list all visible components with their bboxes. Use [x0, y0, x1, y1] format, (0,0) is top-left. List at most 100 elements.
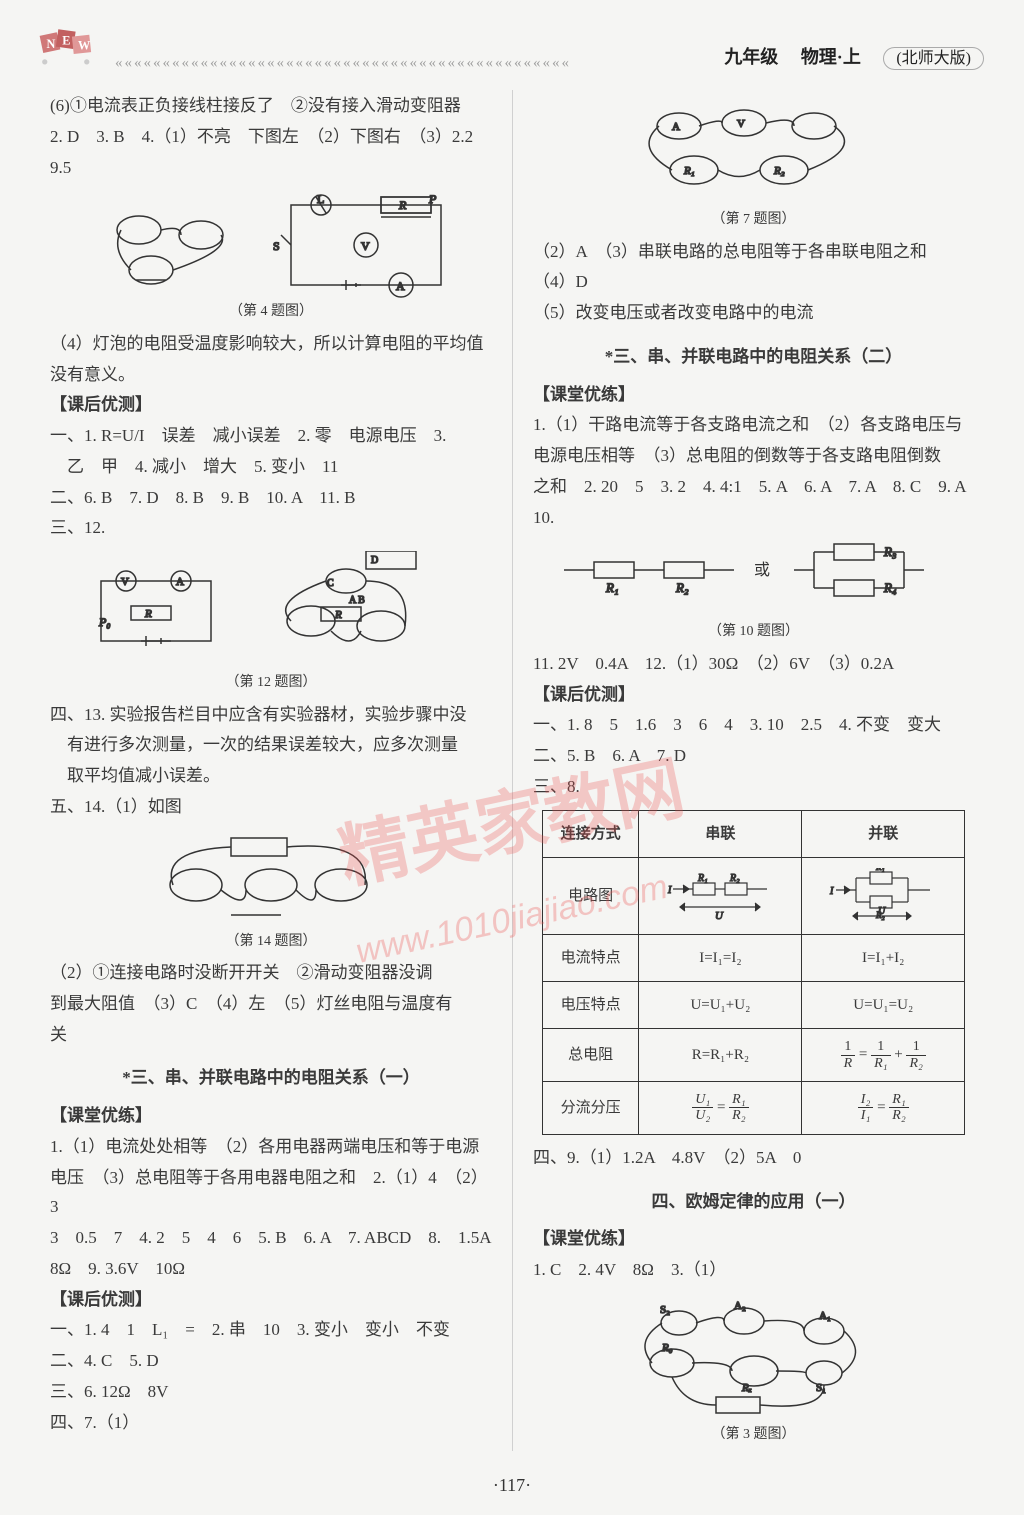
figure-caption: （第 12 题图）	[50, 671, 492, 696]
text-line: 二、5. B 6. A 7. D	[533, 741, 974, 771]
figure-3: S₂ A₂ A₁ R₀ Rₓ S₁ （第 3 题图）	[533, 1293, 974, 1448]
text-line: 1.（1）干路电流等于各支路电流之和 （2）各支路电压与	[533, 410, 974, 440]
svg-text:R₁: R₁	[683, 165, 695, 177]
figure-caption: （第 3 题图）	[533, 1423, 974, 1448]
figure-7: A V R₁ R₂ （第 7 题图）	[533, 98, 974, 233]
svg-text:Rₓ: Rₓ	[741, 1382, 752, 1394]
table-cell: I₂I₁ = R₁R₂	[802, 1082, 965, 1135]
svg-text:R₁: R₁	[697, 873, 708, 884]
page-header: N E W ««««««««««««««««««««««««««««««««««…	[0, 0, 1024, 90]
text-line: 二、4. C 5. D	[50, 1346, 492, 1376]
svg-text:P: P	[428, 192, 437, 206]
table-header: 串联	[639, 810, 802, 857]
text-line: 关	[50, 1020, 492, 1050]
grade-label: 九年级	[724, 47, 778, 67]
left-column: (6)①电流表正负接线柱接反了 ②没有接入滑动变阻器 2. D 3. B 4.（…	[36, 90, 512, 1451]
figure-caption: （第 4 题图）	[50, 300, 492, 325]
table-cell: U₁U₂ = R₁R₂	[639, 1082, 802, 1135]
table-cell: 电压特点	[542, 982, 639, 1029]
svg-text:I: I	[829, 886, 834, 897]
svg-text:S₂: S₂	[660, 1304, 670, 1316]
section-heading: 【课后优测】	[50, 390, 492, 420]
svg-text:R₂: R₂	[675, 580, 689, 595]
text-line: (6)①电流表正负接线柱接反了 ②没有接入滑动变阻器	[50, 91, 492, 121]
figure-caption: （第 7 题图）	[533, 208, 974, 233]
figure-caption: （第 10 题图）	[533, 620, 974, 645]
text-line: 电源电压相等 （3）总电阻的倒数等于各支路电阻倒数	[533, 441, 974, 471]
svg-text:U: U	[878, 906, 886, 917]
text-line: （4）灯泡的电阻受温度影响较大，所以计算电阻的平均值	[50, 329, 492, 359]
table-cell: U=U₁=U₂	[802, 982, 965, 1029]
table-row: 连接方式 串联 并联	[542, 810, 964, 857]
text-line: 到最大阻值 （3）C （4）左 （5）灯丝电阻与温度有	[50, 989, 492, 1019]
text-line: 一、1. 4 1 L₁ = 2. 串 10 3. 变小 变小 不变	[50, 1315, 492, 1345]
table-header: 连接方式	[542, 810, 639, 857]
table-row: 电路图 R₁ R₂ I U	[542, 857, 964, 934]
page-number: ·117·	[0, 1470, 1024, 1502]
svg-text:A: A	[396, 279, 405, 293]
svg-text:V: V	[121, 576, 129, 588]
table-cell: I=I₁+I₂	[802, 934, 965, 981]
svg-text:W: W	[78, 39, 91, 53]
svg-text:N: N	[47, 37, 56, 51]
svg-text:R₂: R₂	[729, 873, 740, 884]
figure-12: V A R P₀ P D C A B R	[50, 551, 492, 696]
svg-text:A: A	[672, 121, 680, 133]
arrow-divider: ««««««««««««««««««««««««««««««««««««««««…	[115, 50, 744, 68]
table-header: 并联	[802, 810, 965, 857]
table-cell: 电路图	[542, 857, 639, 934]
table-row: 电压特点 U=U₁+U₂ U=U₁=U₂	[542, 982, 964, 1029]
text-line: 8Ω 9. 3.6V 10Ω	[50, 1254, 492, 1284]
svg-text:D: D	[371, 555, 378, 566]
figure-10: R₁ R₂ 或 R₃ R₄	[533, 540, 974, 645]
svg-text:V: V	[361, 239, 370, 253]
section-heading: 【课后优测】	[50, 1285, 492, 1315]
text-line: 四、7.（1）	[50, 1408, 492, 1438]
text-line: 三、8.	[533, 772, 974, 802]
table-cell: R=R₁+R₂	[639, 1029, 802, 1082]
svg-text:A B: A B	[349, 595, 365, 606]
topic-heading: *三、串、并联电路中的电阻关系（一）	[50, 1063, 492, 1093]
figure-4: L P V A S R （第 4 题图）	[50, 190, 492, 325]
table-row: 分流分压 U₁U₂ = R₁R₂ I₂I₁ = R₁R₂	[542, 1082, 964, 1135]
svg-text:R₂: R₂	[773, 165, 785, 177]
svg-text:R₁: R₁	[605, 580, 618, 595]
table-cell: U=U₁+U₂	[639, 982, 802, 1029]
text-line: 乙 甲 4. 减小 增大 5. 变小 11	[50, 452, 492, 482]
table-cell: R₁ R₂ I U	[802, 857, 965, 934]
text-line: 四、9.（1）1.2A 4.8V （2）5A 0	[533, 1143, 974, 1173]
edition-pill: (北师大版)	[883, 47, 984, 70]
text-line: 四、13. 实验报告栏目中应含有实验器材，实验步骤中没	[50, 700, 492, 730]
table-cell: 电流特点	[542, 934, 639, 981]
text-line: 3 0.5 7 4. 2 5 4 6 5. B 6. A 7. ABCD 8. …	[50, 1223, 492, 1253]
figure-caption: （第 14 题图）	[50, 930, 492, 955]
svg-text:R₁: R₁	[875, 868, 885, 872]
table-cell: 分流分压	[542, 1082, 639, 1135]
text-line: （2）①连接电路时没断开开关 ②滑动变阻器没调	[50, 958, 492, 988]
topic-heading: 四、欧姆定律的应用（一）	[533, 1187, 974, 1217]
text-line: 9.5	[50, 153, 492, 183]
svg-text:C: C	[327, 578, 334, 589]
section-heading: 【课堂优练】	[50, 1101, 492, 1131]
text-line: 一、1. R=U/I 误差 减小误差 2. 零 电源电压 3.	[50, 421, 492, 451]
table-cell: 总电阻	[542, 1029, 639, 1082]
new-logo-icon: N E W	[36, 22, 106, 72]
svg-text:R: R	[144, 608, 152, 620]
text-line: （2）A （3）串联电路的总电阻等于各串联电阻之和	[533, 237, 974, 267]
svg-text:V: V	[737, 118, 745, 130]
figure-14: （第 14 题图）	[50, 830, 492, 955]
subject-label: 物理·上	[801, 47, 861, 67]
or-label: 或	[754, 561, 770, 579]
text-line: 1. C 2. 4V 8Ω 3.（1）	[533, 1255, 974, 1285]
text-line: 五、14.（1）如图	[50, 792, 492, 822]
text-line: 电压 （3）总电阻等于各用电器电阻之和 2.（1）4 （2）3	[50, 1163, 492, 1223]
svg-text:U: U	[715, 910, 724, 921]
svg-text:R₀: R₀	[661, 1342, 673, 1354]
text-line: 三、12.	[50, 513, 492, 543]
table-cell: R₁ R₂ I U	[639, 857, 802, 934]
svg-text:A₁: A₁	[819, 1310, 831, 1322]
text-line: 没有意义。	[50, 360, 492, 390]
text-line: （4）D	[533, 267, 974, 297]
section-heading: 【课后优测】	[533, 680, 974, 710]
text-line: 之和 2. 20 5 3. 2 4. 4:1 5. A 6. A 7. A 8.…	[533, 472, 974, 502]
